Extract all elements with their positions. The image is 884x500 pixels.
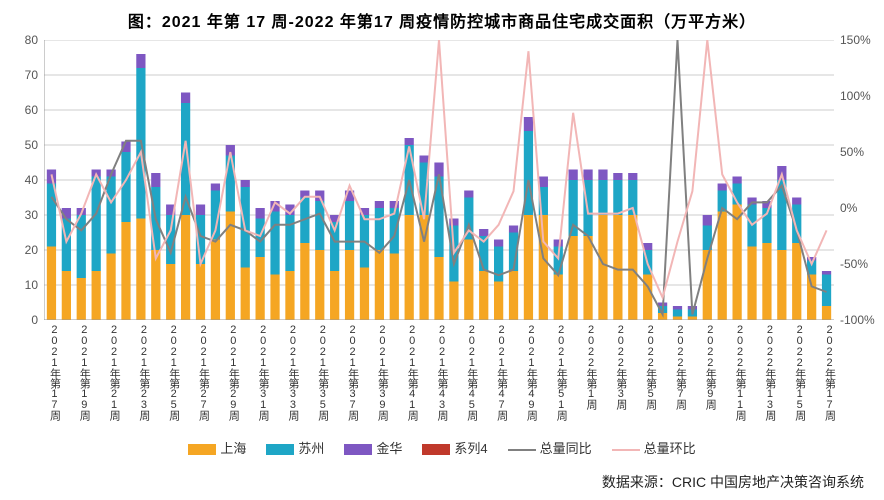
- chart-legend: 上海 苏州 金华 系列4 总量同比 总量环比: [0, 438, 884, 457]
- x-category-label: 2021年第29周: [225, 324, 241, 420]
- chart-container: 图：2021 年第 17 周-2022 年第17 周疫情防控城市商品住宅成交面积…: [0, 0, 884, 500]
- data-source: 数据来源：CRIC 中国房地产决策咨询系统: [602, 472, 864, 492]
- x-category-label: 2022年第13周: [762, 324, 778, 420]
- x-category-label: 2022年第7周: [672, 324, 688, 409]
- x-category-label: 2021年第37周: [345, 324, 361, 420]
- legend-item: 总量环比: [612, 438, 696, 457]
- x-category-label: 2021年第51周: [553, 324, 569, 420]
- x-category-label: 2022年第15周: [792, 324, 808, 420]
- x-category-label: 2022年第11周: [732, 324, 748, 420]
- x-category-label: 2021年第33周: [285, 324, 301, 420]
- x-category-label: 2021年第49周: [523, 324, 539, 420]
- x-category-label: 2021年第27周: [196, 324, 212, 420]
- x-category-label: 2021年第31周: [255, 324, 271, 420]
- x-category-label: 2021年第21周: [106, 324, 122, 420]
- x-category-label: 2021年第17周: [46, 324, 62, 420]
- x-category-label: 2022年第9周: [702, 324, 718, 409]
- x-category-label: 2021年第19周: [76, 324, 92, 420]
- x-category-label: 2021年第39周: [374, 324, 390, 420]
- chart-svg: [44, 40, 834, 320]
- legend-item: 系列4: [422, 438, 487, 457]
- x-category-label: 2022年第5周: [643, 324, 659, 409]
- x-category-label: 2021年第35周: [315, 324, 331, 420]
- x-axis-labels: 2021年第17周 2021年第19周 2021年第21周 2021年第23周 2021…: [44, 320, 834, 430]
- x-category-label: 2021年第45周: [464, 324, 480, 420]
- x-category-label: 2021年第41周: [404, 324, 420, 420]
- legend-item: 金华: [344, 438, 402, 457]
- x-category-label: 2021年第43周: [434, 324, 450, 420]
- x-category-label: 2022年第3周: [613, 324, 629, 409]
- x-category-label: 2021年第25周: [166, 324, 182, 420]
- x-category-label: 2021年第23周: [136, 324, 152, 420]
- x-category-label: 2022年第1周: [583, 324, 599, 409]
- x-category-label: 2021年第47周: [494, 324, 510, 420]
- legend-item: 总量同比: [508, 438, 592, 457]
- legend-item: 苏州: [266, 438, 324, 457]
- legend-item: 上海: [188, 438, 246, 457]
- chart-title: 图：2021 年第 17 周-2022 年第17 周疫情防控城市商品住宅成交面积…: [0, 0, 884, 32]
- chart-area: 01020304050607080 -100%-50%0%50%100%150%…: [44, 40, 834, 320]
- x-category-label: 2022年第17周: [822, 324, 838, 420]
